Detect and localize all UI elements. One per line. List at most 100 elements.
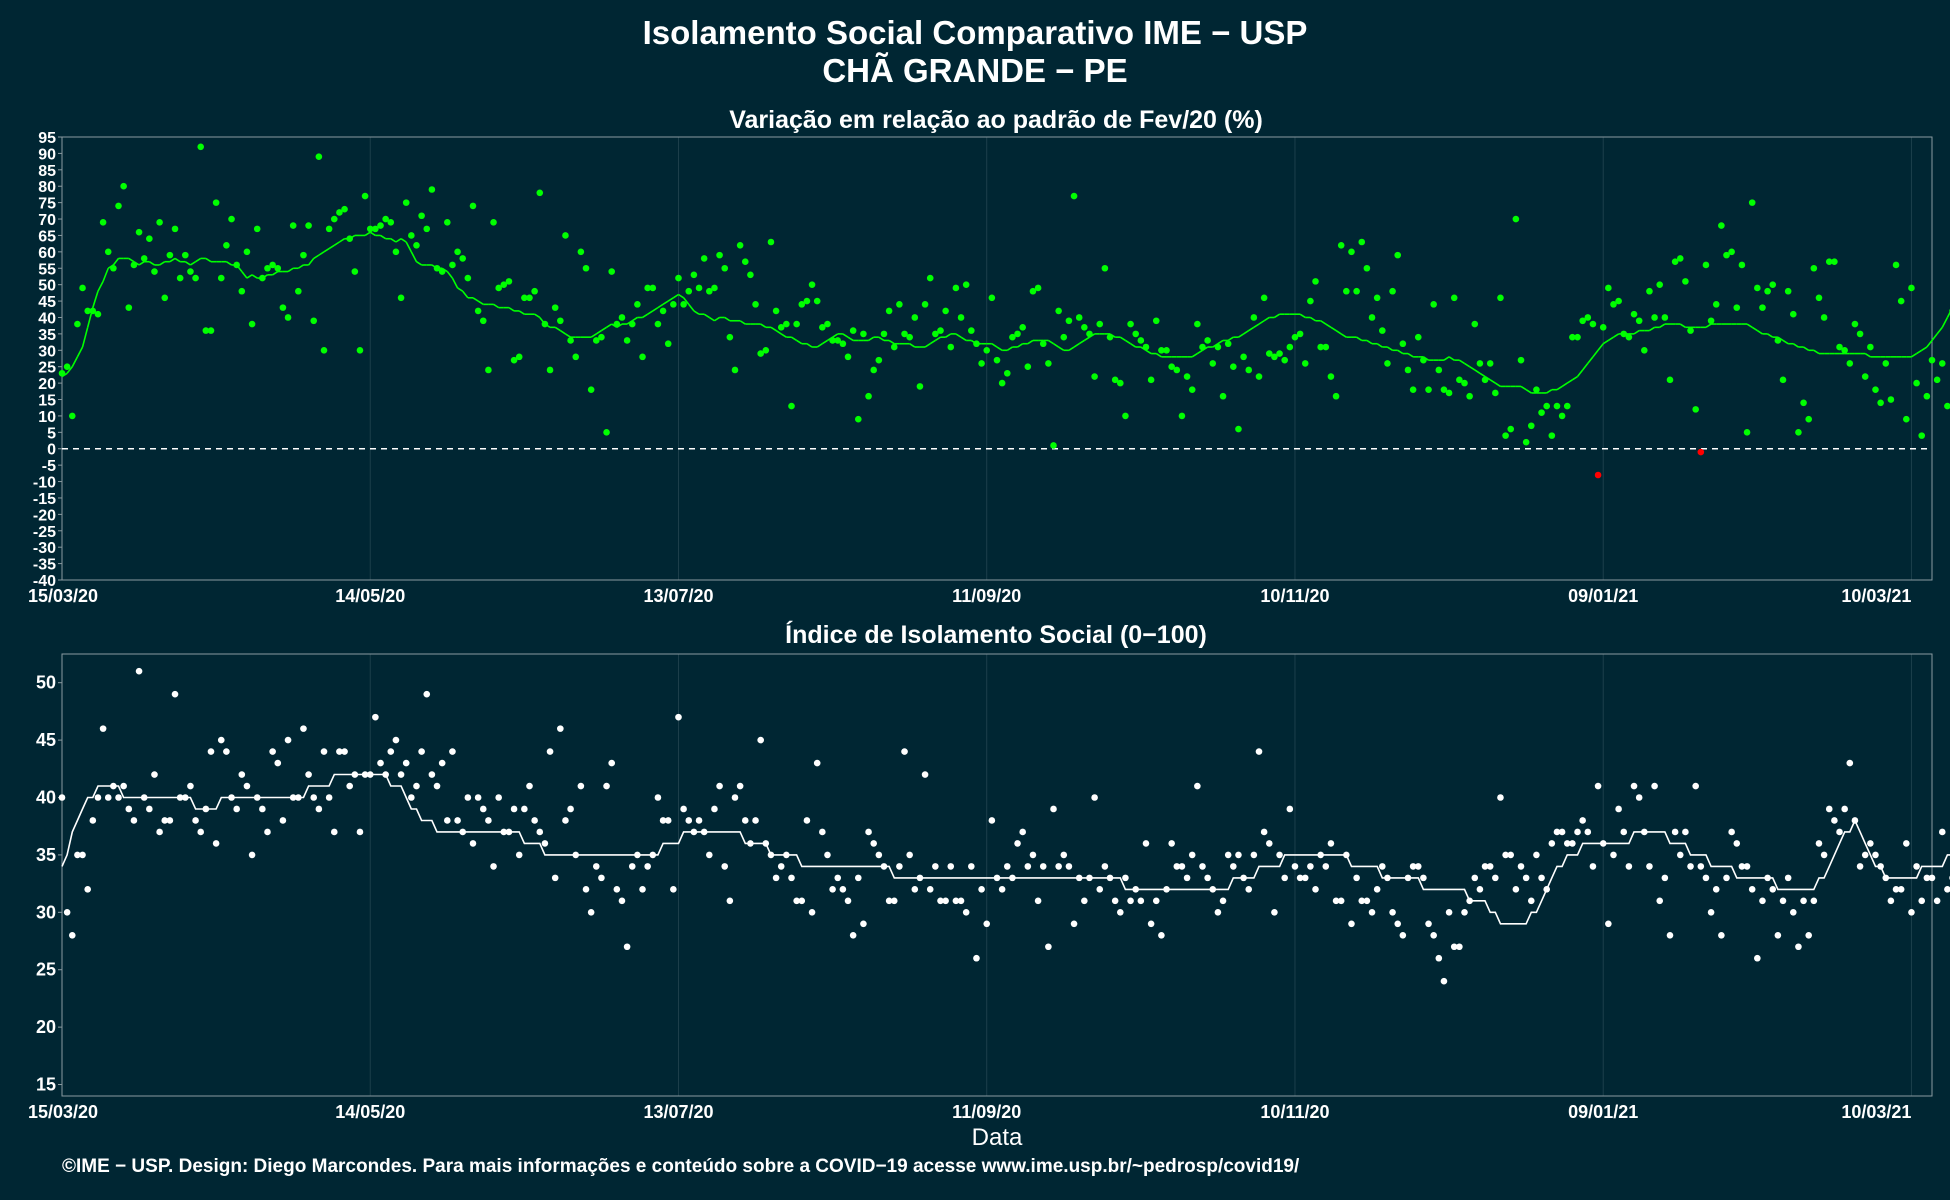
data-point [1301, 360, 1309, 367]
data-point [474, 307, 482, 315]
data-point [1836, 828, 1843, 836]
data-point [1348, 248, 1355, 256]
data-point [392, 248, 400, 256]
data-point [1861, 851, 1869, 859]
data-point [1764, 287, 1771, 295]
data-point [1230, 863, 1237, 870]
data-point [1173, 863, 1181, 870]
x-tick-label: 10/03/21 [1841, 586, 1911, 606]
data-point [490, 219, 497, 226]
data-point [474, 794, 482, 801]
data-point [156, 828, 163, 836]
moving-average-segment [970, 339, 977, 345]
data-point [515, 353, 523, 361]
data-point [757, 736, 764, 744]
data-point [418, 748, 425, 755]
moving-average-segment [714, 316, 721, 322]
moving-average-segment [416, 261, 423, 266]
data-point [485, 817, 492, 824]
data-point [1712, 886, 1720, 893]
data-point [1769, 886, 1777, 893]
data-point [125, 805, 133, 813]
moving-average-segment [138, 261, 145, 266]
data-point [557, 725, 564, 732]
data-point [1620, 828, 1628, 836]
moving-average-segment [1931, 333, 1938, 341]
moving-average-segment [1469, 366, 1476, 371]
data-point [1039, 340, 1047, 348]
moving-average-segment [1571, 375, 1578, 381]
data-point [1265, 840, 1273, 847]
data-point [536, 189, 544, 197]
data-point [479, 805, 487, 813]
data-point [1687, 863, 1694, 870]
moving-average-segment [1792, 343, 1799, 348]
data-point [926, 886, 934, 893]
data-point [1918, 897, 1926, 905]
x-tick-label: 10/11/20 [1260, 1102, 1329, 1122]
data-point [79, 851, 86, 859]
data-point [1332, 897, 1340, 905]
moving-average-segment [133, 261, 140, 266]
data-point [1563, 402, 1571, 410]
data-point [654, 794, 662, 801]
data-point [1682, 828, 1689, 836]
data-point [1163, 346, 1170, 354]
moving-average-segment [554, 326, 561, 332]
moving-average-segment [508, 306, 515, 312]
x-tick-label: 15/03/20 [28, 1102, 98, 1122]
moving-average-segment [1587, 356, 1594, 364]
data-point [1235, 851, 1242, 859]
data-point [1517, 863, 1525, 870]
data-point [551, 304, 559, 311]
data-point [187, 782, 194, 790]
moving-average-segment [1387, 346, 1394, 351]
moving-average-segment [1659, 323, 1666, 329]
data-point [1728, 828, 1735, 836]
data-point [1784, 287, 1792, 295]
data-point [1800, 399, 1807, 407]
moving-average-segment [1119, 336, 1126, 342]
y-tick-label: 60 [38, 245, 56, 262]
data-point [1050, 442, 1057, 449]
data-point [1774, 931, 1782, 939]
data-point [562, 817, 569, 824]
data-point [880, 330, 888, 338]
data-point [1301, 874, 1309, 882]
data-point [1414, 333, 1422, 341]
data-point [1707, 909, 1715, 916]
data-point [932, 863, 939, 870]
data-point [721, 863, 729, 870]
data-point [1440, 977, 1448, 985]
data-point [1733, 840, 1741, 847]
data-point [906, 851, 913, 859]
moving-average-segment [647, 310, 654, 315]
data-point [998, 379, 1006, 387]
data-point [1702, 261, 1710, 269]
data-point [572, 353, 580, 361]
data-point [1918, 432, 1926, 439]
data-point [716, 782, 723, 790]
data-point [531, 287, 538, 295]
data-point [1831, 258, 1838, 265]
data-point [1476, 886, 1484, 893]
data-point [1409, 386, 1417, 393]
y-tick-label: 20 [38, 376, 56, 393]
moving-average-segment [1263, 316, 1270, 322]
data-point [146, 805, 153, 813]
data-point [1933, 376, 1941, 384]
data-point [901, 330, 908, 338]
data-point [428, 186, 436, 193]
data-point [1363, 264, 1371, 272]
data-point [1271, 909, 1278, 916]
data-point [151, 268, 158, 275]
moving-average-segment [991, 343, 998, 348]
x-tick-label: 09/01/21 [1568, 1102, 1638, 1122]
data-point [808, 281, 816, 288]
data-point [510, 805, 518, 813]
moving-average-segment [662, 300, 669, 306]
data-point [952, 897, 960, 905]
data-point [284, 314, 292, 321]
data-point [325, 225, 333, 233]
data-point [1091, 373, 1098, 380]
